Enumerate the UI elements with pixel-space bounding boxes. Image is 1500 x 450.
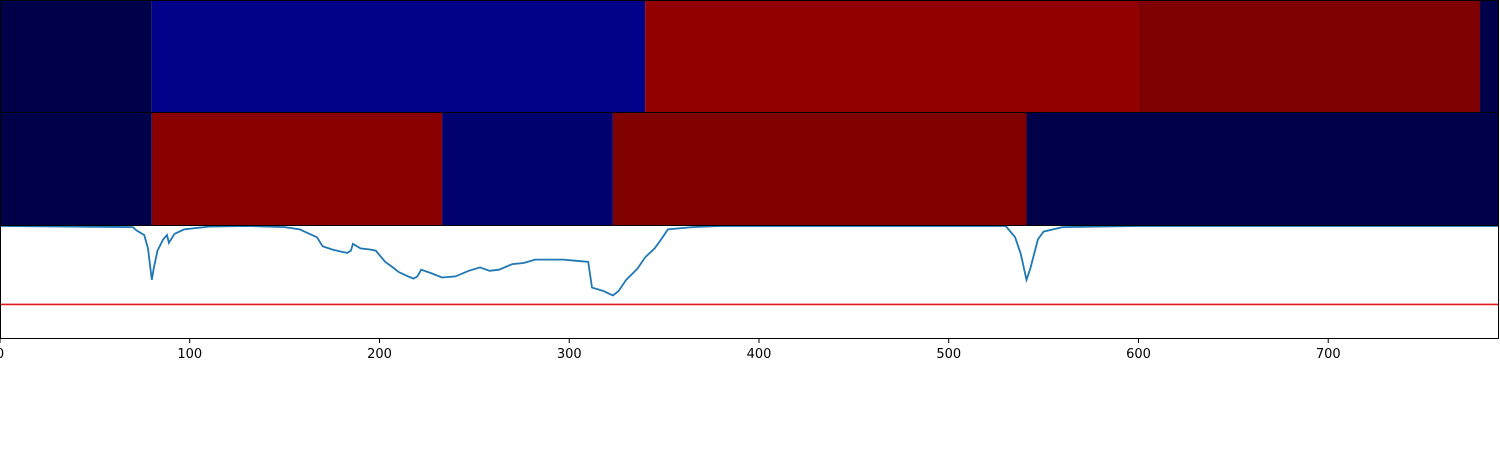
- x-tick-label: 500: [936, 347, 961, 362]
- heatmap-segment: [0, 1, 152, 112]
- line-panel: [0, 226, 1499, 306]
- x-tick-label: 100: [177, 347, 202, 362]
- heatmap-rows: [0, 1, 1499, 225]
- heatmap-segment: [1138, 1, 1481, 112]
- x-tick-label: 600: [1126, 347, 1151, 362]
- heatmap-row-1: [0, 1, 1499, 112]
- panel-frames: [0, 0, 1499, 339]
- heatmap-segment: [1480, 1, 1499, 112]
- x-tick-label: 200: [367, 347, 392, 362]
- heatmap-segment: [151, 113, 443, 225]
- x-tick-label: 0: [0, 347, 4, 362]
- x-tick-label: 300: [557, 347, 582, 362]
- heatmap-segment: [442, 113, 613, 225]
- heatmap-segment: [151, 1, 646, 112]
- x-tick-label: 700: [1316, 347, 1341, 362]
- heatmap-row-2: [0, 113, 1499, 225]
- panel-frame-3: [0, 225, 1499, 339]
- heatmap-segment: [612, 113, 1027, 225]
- x-axis: 0 100 200 300 400 500 600 700: [0, 338, 1341, 362]
- series-line: [0, 226, 1499, 297]
- heatmap-segment: [645, 1, 1139, 112]
- x-tick-label: 400: [747, 347, 772, 362]
- heatmap-segment: [1026, 113, 1499, 225]
- heatmap-segment: [0, 113, 152, 225]
